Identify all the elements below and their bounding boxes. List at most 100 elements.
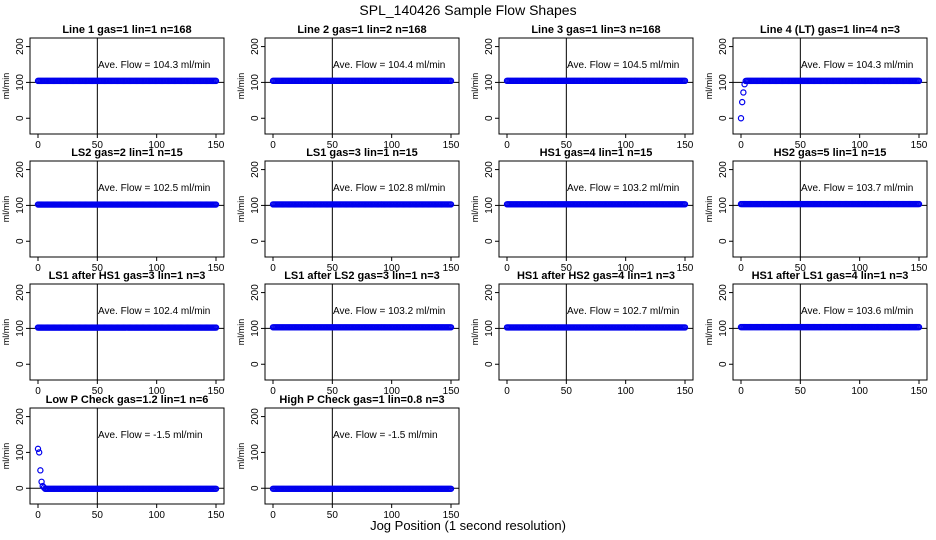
- ave-flow-annotation: Ave. Flow = -1.5 ml/min: [333, 430, 438, 441]
- x-tick-label: 100: [148, 263, 165, 274]
- x-tick-label: 0: [270, 510, 276, 521]
- chart-panel: Line 3 gas=1 lin=3 n=168 0 50 100 150 0 100 200…: [470, 24, 694, 151]
- ave-flow-annotation: Ave. Flow = 103.7 ml/min: [801, 183, 913, 194]
- y-tick-label: 100: [718, 320, 729, 337]
- plot-frame: [264, 160, 460, 258]
- chart-panel: Low P Check gas=1.2 lin=1 n=6 0 50 100 150 0 1…: [1, 394, 225, 521]
- x-tick-label: 150: [443, 263, 460, 274]
- y-tick-label: 0: [15, 115, 26, 121]
- data-point: [681, 324, 689, 331]
- data-point: [212, 77, 220, 85]
- data-point: [38, 478, 45, 485]
- x-tick-label: 50: [795, 140, 807, 151]
- y-tick-label: 0: [15, 485, 26, 491]
- ave-flow-annotation: Ave. Flow = 103.6 ml/min: [801, 306, 913, 317]
- y-tick-label: 0: [484, 361, 495, 367]
- y-axis-label: ml/min: [470, 319, 480, 346]
- panel-title: HS1 gas=4 lin=1 n=15: [540, 147, 653, 159]
- data-point: [447, 324, 455, 331]
- x-tick-label: 0: [35, 263, 41, 274]
- y-tick-label: 200: [250, 284, 261, 301]
- plot-frame: [29, 160, 225, 258]
- x-tick-label: 50: [92, 140, 104, 151]
- x-tick-label: 100: [383, 386, 400, 397]
- x-tick-label: 150: [443, 510, 460, 521]
- ave-flow-annotation: Ave. Flow = 104.5 ml/min: [567, 60, 679, 71]
- x-tick-label: 0: [270, 386, 276, 397]
- panel-title: Low P Check gas=1.2 lin=1 n=6: [46, 394, 209, 406]
- ave-flow-annotation: Ave. Flow = -1.5 ml/min: [98, 430, 203, 441]
- x-tick-label: 0: [504, 386, 510, 397]
- ave-flow-annotation: Ave. Flow = 102.4 ml/min: [98, 306, 210, 317]
- x-tick-label: 150: [443, 140, 460, 151]
- x-tick-label: 50: [561, 263, 573, 274]
- plot-frame: [498, 37, 694, 135]
- data-point: [737, 115, 745, 122]
- ave-flow-annotation: Ave. Flow = 103.2 ml/min: [567, 183, 679, 194]
- data-point: [681, 201, 689, 208]
- y-tick-label: 200: [484, 161, 495, 178]
- x-tick-label: 100: [851, 263, 868, 274]
- y-tick-label: 100: [15, 74, 26, 91]
- y-axis-label: ml/min: [1, 73, 11, 100]
- x-tick-label: 150: [677, 386, 694, 397]
- y-axis-label: ml/min: [236, 443, 246, 470]
- data-point: [447, 77, 455, 85]
- panel-title: Line 2 gas=1 lin=2 n=168: [297, 24, 426, 36]
- x-tick-label: 100: [383, 510, 400, 521]
- x-tick-label: 150: [443, 386, 460, 397]
- panel-title: Line 1 gas=1 lin=1 n=168: [62, 24, 191, 36]
- plot-frame: [498, 160, 694, 258]
- x-tick-label: 50: [795, 263, 807, 274]
- y-tick-label: 100: [250, 197, 261, 214]
- x-tick-label: 0: [270, 140, 276, 151]
- y-tick-label: 0: [15, 238, 26, 244]
- panel-title: LS1 after HS1 gas=3 lin=1 n=3: [49, 270, 206, 282]
- ave-flow-annotation: Ave. Flow = 102.8 ml/min: [333, 183, 445, 194]
- y-tick-label: 200: [718, 284, 729, 301]
- data-point: [681, 77, 689, 85]
- chart-panel: LS1 after LS2 gas=3 lin=1 n=3 0 50 100 150 0 1…: [236, 270, 460, 397]
- figure-title: SPL_140426 Sample Flow Shapes: [359, 2, 577, 18]
- ave-flow-annotation: Ave. Flow = 104.3 ml/min: [801, 60, 913, 71]
- x-axis-label: Jog Position (1 second resolution): [370, 518, 566, 533]
- ave-flow-annotation: Ave. Flow = 103.2 ml/min: [333, 306, 445, 317]
- x-tick-label: 50: [327, 510, 339, 521]
- y-tick-label: 0: [15, 361, 26, 367]
- chart-panel: HS2 gas=5 lin=1 n=15 0 50 100 150 0 100 200 ml/m…: [704, 147, 928, 274]
- x-tick-label: 100: [383, 263, 400, 274]
- y-tick-label: 100: [250, 444, 261, 461]
- y-tick-label: 100: [15, 444, 26, 461]
- data-point: [915, 77, 923, 85]
- plot-frame: [732, 160, 928, 258]
- x-tick-label: 150: [208, 263, 225, 274]
- y-tick-label: 200: [15, 408, 26, 425]
- y-tick-label: 0: [484, 115, 495, 121]
- x-tick-label: 150: [911, 140, 928, 151]
- x-tick-label: 100: [383, 140, 400, 151]
- x-tick-label: 150: [911, 386, 928, 397]
- ave-flow-annotation: Ave. Flow = 102.7 ml/min: [567, 306, 679, 317]
- x-tick-label: 100: [148, 140, 165, 151]
- y-tick-label: 100: [250, 320, 261, 337]
- plot-frame: [732, 283, 928, 381]
- data-point: [915, 323, 923, 331]
- x-tick-label: 100: [148, 386, 165, 397]
- x-tick-label: 100: [617, 263, 634, 274]
- y-axis-label: ml/min: [236, 196, 246, 223]
- x-tick-label: 150: [677, 140, 694, 151]
- x-tick-label: 50: [327, 386, 339, 397]
- x-tick-label: 0: [504, 263, 510, 274]
- panel-title: Line 4 (LT) gas=1 lin=4 n=3: [760, 24, 900, 36]
- y-axis-label: ml/min: [704, 319, 714, 346]
- plot-frame: [29, 37, 225, 135]
- y-axis-label: ml/min: [704, 196, 714, 223]
- y-tick-label: 200: [15, 284, 26, 301]
- y-tick-label: 100: [250, 74, 261, 91]
- y-axis-label: ml/min: [470, 73, 480, 100]
- data-point: [34, 445, 42, 453]
- data-point: [37, 467, 44, 474]
- y-tick-label: 0: [718, 238, 729, 244]
- chart-panel: Line 1 gas=1 lin=1 n=168 0 50 100 150 0 100 200…: [1, 24, 225, 151]
